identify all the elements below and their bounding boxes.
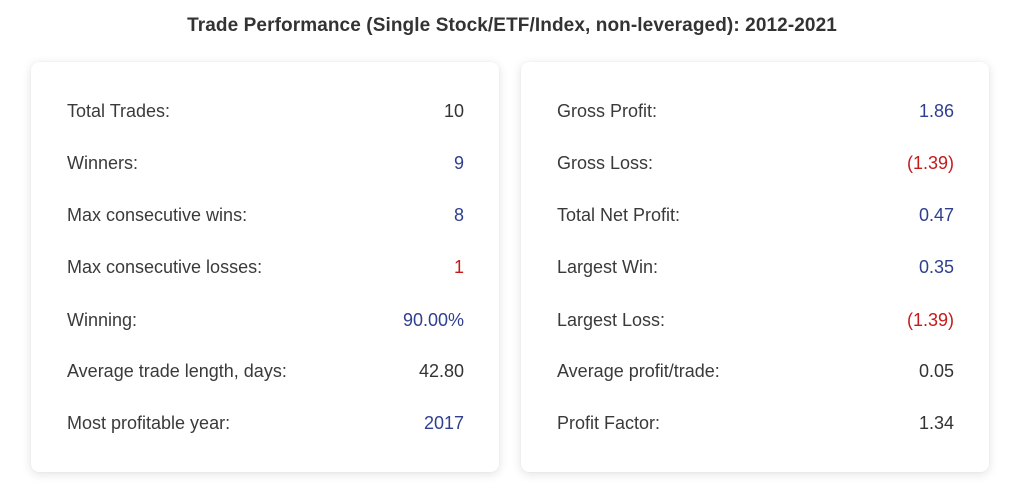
- stat-label: Average profit/trade:: [557, 360, 720, 381]
- stat-label: Largest Loss:: [557, 309, 666, 330]
- profit-stats-card: Gross Profit: 1.86 Gross Loss: (1.39) To…: [521, 62, 989, 472]
- stat-row-profit-factor: Profit Factor: 1.34: [557, 410, 954, 436]
- stat-value: 1: [453, 256, 464, 277]
- stat-label: Average trade length, days:: [67, 360, 287, 381]
- stat-row-gross-loss: Gross Loss: (1.39): [557, 150, 954, 176]
- stat-value: 8: [453, 204, 464, 225]
- stat-label: Total Net Profit:: [557, 204, 681, 225]
- stat-value: 0.35: [918, 256, 954, 277]
- stat-label: Total Trades:: [67, 100, 171, 121]
- stat-value: 9: [453, 152, 464, 173]
- stat-value: 0.47: [918, 204, 954, 225]
- trade-stats-card: Total Trades: 10 Winners: 9 Max consecut…: [31, 62, 499, 472]
- stat-row-max-consecutive-wins: Max consecutive wins: 8: [67, 202, 464, 228]
- stat-row-winners: Winners: 9: [67, 150, 464, 176]
- stat-label: Winners:: [67, 152, 139, 173]
- stat-value: 90.00%: [402, 309, 464, 330]
- stat-row-average-trade-length: Average trade length, days: 42.80: [67, 358, 464, 384]
- stat-value: 1.86: [918, 100, 954, 121]
- stat-row-total-net-profit: Total Net Profit: 0.47: [557, 202, 954, 228]
- stat-row-gross-profit: Gross Profit: 1.86: [557, 98, 954, 124]
- stat-row-winning-percent: Winning: 90.00%: [67, 307, 464, 333]
- stat-value: (1.39): [906, 152, 954, 173]
- stat-row-average-profit-per-trade: Average profit/trade: 0.05: [557, 358, 954, 384]
- stat-label: Profit Factor:: [557, 412, 661, 433]
- stat-label: Max consecutive losses:: [67, 256, 263, 277]
- stat-value: 2017: [423, 412, 464, 433]
- stat-value: 42.80: [418, 360, 464, 381]
- page-title: Trade Performance (Single Stock/ETF/Inde…: [187, 15, 837, 36]
- stat-label: Most profitable year:: [67, 412, 231, 433]
- stat-value: 0.05: [918, 360, 954, 381]
- stat-value: (1.39): [906, 309, 954, 330]
- stat-row-most-profitable-year: Most profitable year: 2017: [67, 410, 464, 436]
- stat-row-largest-loss: Largest Loss: (1.39): [557, 307, 954, 333]
- stat-label: Gross Loss:: [557, 152, 654, 173]
- stat-label: Gross Profit:: [557, 100, 658, 121]
- stat-value: 1.34: [918, 412, 954, 433]
- stat-value: 10: [443, 100, 464, 121]
- stat-label: Max consecutive wins:: [67, 204, 248, 225]
- stat-label: Winning:: [67, 309, 138, 330]
- stat-label: Largest Win:: [557, 256, 659, 277]
- stat-row-largest-win: Largest Win: 0.35: [557, 254, 954, 280]
- stat-row-max-consecutive-losses: Max consecutive losses: 1: [67, 254, 464, 280]
- stat-row-total-trades: Total Trades: 10: [67, 98, 464, 124]
